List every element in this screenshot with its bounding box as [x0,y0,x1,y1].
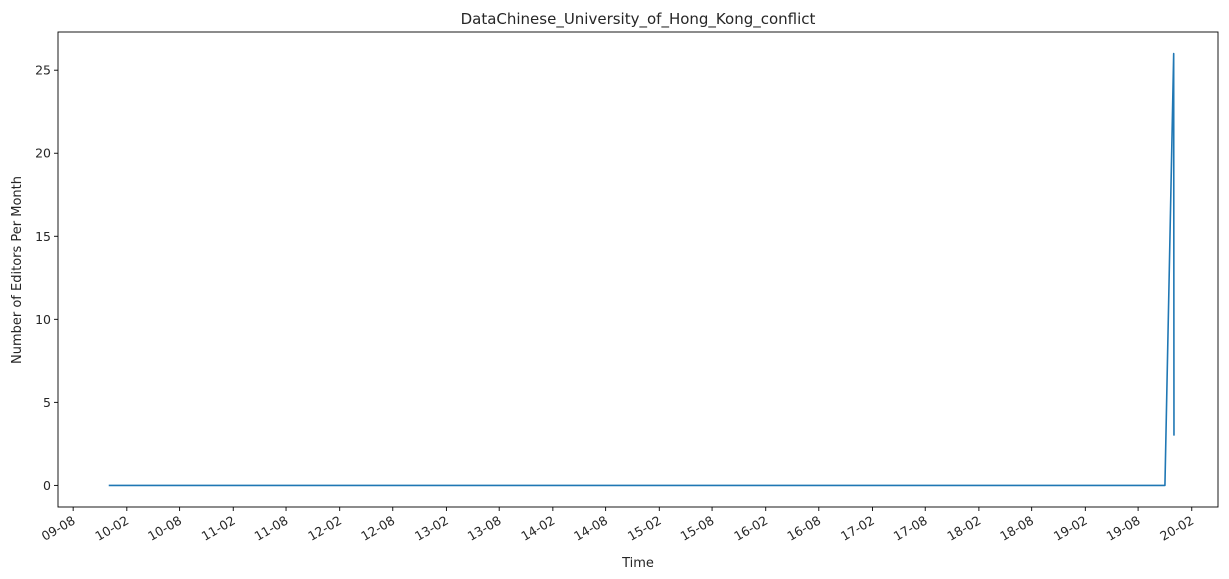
x-tick-label: 16-08 [784,513,823,544]
x-tick-label: 11-02 [199,513,238,544]
x-tick-label: 11-08 [252,513,291,544]
y-tick-label: 0 [43,478,51,493]
x-tick-label: 16-02 [731,513,770,544]
x-tick-label: 18-02 [944,513,983,544]
y-axis: 0 5 10 15 20 25 [35,63,58,493]
x-axis-title: Time [621,556,654,571]
series-line-0 [108,52,1175,487]
plot-area [57,31,1219,508]
x-tick-label: 15-02 [625,513,664,544]
x-tick-label: 17-02 [838,513,877,544]
x-tick-label: 14-08 [571,513,610,544]
plot-frame [57,31,1219,508]
y-tick-label: 15 [35,229,51,244]
x-tick-label: 10-08 [145,513,184,544]
y-tick-label: 10 [35,312,51,327]
x-axis: 09-08 10-02 10-08 11-02 11-08 12-02 12-08 13-02… [39,507,1196,544]
x-tick-label: 15-08 [678,513,717,544]
x-tick-label: 12-02 [305,513,344,544]
x-tick-label: 19-02 [1051,513,1090,544]
x-tick-label: 19-08 [1104,513,1143,544]
x-tick-label: 10-02 [92,513,131,544]
chart-title: DataChinese_University_of_Hong_Kong_conf… [461,10,816,29]
x-tick-label: 09-08 [39,513,78,544]
y-tick-label: 25 [35,63,51,78]
x-tick-label: 20-02 [1157,513,1196,544]
x-tick-label: 14-02 [518,513,557,544]
x-tick-label: 12-08 [358,513,397,544]
y-axis-title: Number of Editors Per Month [10,176,25,364]
x-tick-label: 13-08 [465,513,504,544]
y-tick-label: 5 [43,395,51,410]
y-tick-label: 20 [35,146,51,161]
x-tick-label: 18-08 [997,513,1036,544]
x-tick-label: 17-08 [891,513,930,544]
x-tick-label: 13-02 [412,513,451,544]
